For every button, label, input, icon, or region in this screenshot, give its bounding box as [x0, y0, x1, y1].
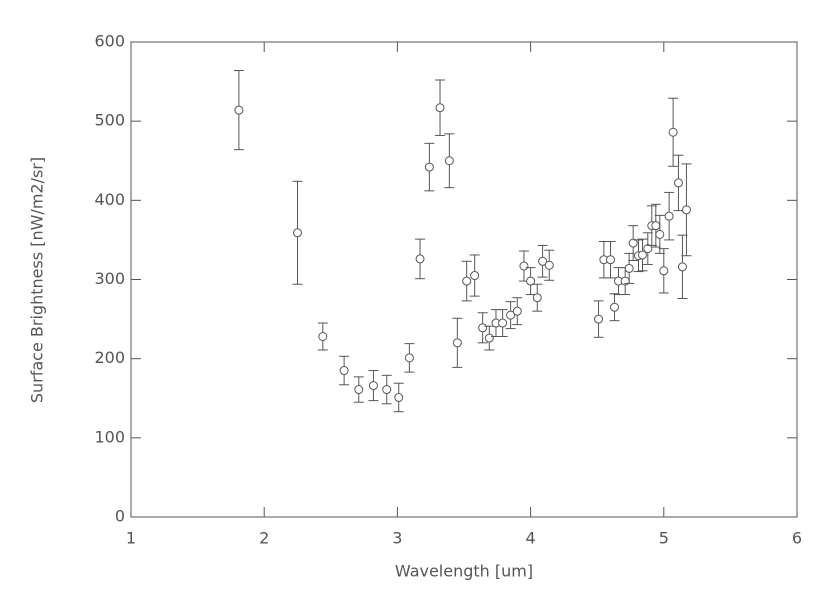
- point: [668, 127, 678, 137]
- point: [544, 260, 554, 270]
- point: [382, 385, 392, 395]
- point: [606, 255, 616, 265]
- point: [519, 261, 529, 271]
- point: [506, 310, 516, 320]
- point: [415, 254, 425, 264]
- y-tick-label: 500: [94, 111, 125, 130]
- point: [628, 238, 638, 248]
- point: [637, 250, 647, 260]
- point: [643, 244, 653, 254]
- y-axis-label: Surface Brightness [nW/m2/sr]: [28, 157, 47, 403]
- point: [659, 266, 669, 276]
- point: [484, 333, 494, 343]
- point: [462, 276, 472, 286]
- x-tick-label: 4: [526, 529, 536, 548]
- point: [470, 271, 480, 281]
- point: [293, 228, 302, 238]
- point: [444, 156, 454, 166]
- y-tick-label: 100: [94, 427, 125, 446]
- y-tick-label: 600: [94, 32, 125, 51]
- point: [651, 221, 661, 231]
- x-tick-label: 6: [792, 529, 802, 548]
- point: [681, 205, 691, 215]
- y-tick-label: 400: [94, 190, 125, 209]
- point: [538, 256, 548, 266]
- point: [318, 332, 328, 341]
- point: [339, 366, 349, 376]
- point: [677, 262, 687, 272]
- point: [532, 293, 542, 303]
- point: [624, 263, 634, 273]
- point: [452, 338, 462, 348]
- point: [435, 103, 445, 113]
- point: [394, 392, 404, 402]
- x-tick-label: 5: [659, 529, 669, 548]
- point: [526, 276, 536, 286]
- x-tick-label: 3: [392, 529, 402, 548]
- point: [404, 353, 414, 363]
- point: [478, 323, 488, 333]
- point: [368, 381, 378, 391]
- point: [655, 229, 665, 239]
- point: [594, 314, 604, 324]
- point: [234, 105, 244, 115]
- point: [498, 318, 508, 328]
- point: [673, 178, 683, 188]
- x-axis-label: Wavelength [um]: [395, 562, 533, 581]
- x-tick-label: 2: [259, 529, 269, 548]
- point: [354, 385, 364, 395]
- y-tick-label: 200: [94, 348, 125, 367]
- point: [610, 302, 620, 312]
- point: [424, 162, 434, 172]
- y-tick-label: 300: [94, 269, 125, 288]
- point: [664, 211, 674, 221]
- x-tick-label: 1: [126, 529, 136, 548]
- y-tick-label: 0: [115, 507, 125, 526]
- point: [512, 306, 522, 316]
